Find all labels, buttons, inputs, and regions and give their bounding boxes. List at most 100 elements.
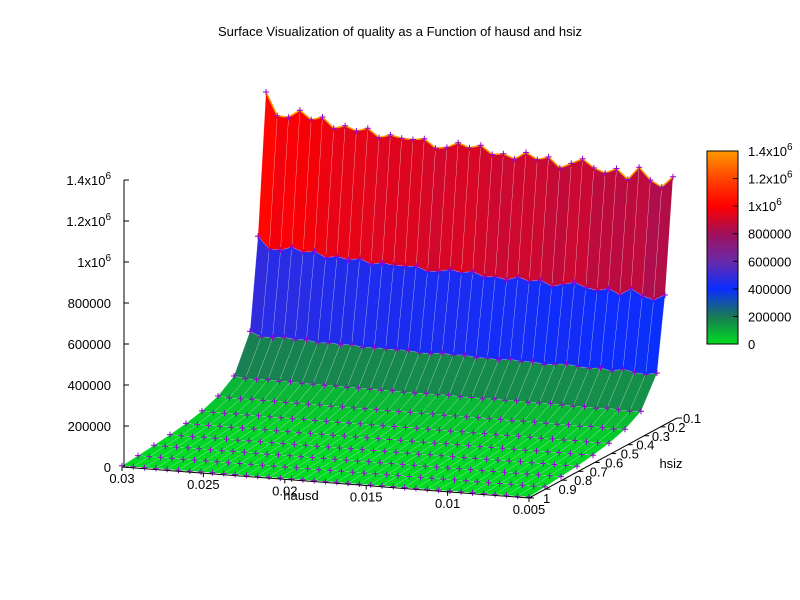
data-point-marker <box>503 276 510 283</box>
data-point-marker <box>333 479 340 486</box>
data-point-marker <box>490 468 497 475</box>
y-tick-label: 0.1 <box>683 411 701 426</box>
data-point-marker <box>497 416 504 423</box>
colorbar-tick-label: 1.4x106 <box>748 142 793 159</box>
data-point-marker <box>282 464 288 470</box>
data-point-marker <box>394 346 400 353</box>
data-point-marker <box>586 365 593 372</box>
y-tick-label: 0.5 <box>621 447 639 462</box>
data-point-marker <box>410 136 416 143</box>
data-point-marker <box>293 464 300 471</box>
data-point-marker <box>312 417 319 424</box>
data-point-marker <box>382 345 389 352</box>
z-tick-label: 600000 <box>68 337 111 352</box>
data-point-marker <box>574 363 581 370</box>
data-point-marker <box>537 277 544 284</box>
data-point-marker <box>606 440 612 447</box>
data-point-marker <box>501 469 508 476</box>
data-point-marker <box>469 489 476 496</box>
data-point-marker <box>542 420 549 427</box>
data-point-marker <box>597 365 604 371</box>
data-point-marker <box>608 367 615 374</box>
data-point-marker <box>447 266 454 273</box>
data-point-marker <box>162 443 169 450</box>
z-tick-label: 400000 <box>68 378 111 393</box>
data-point-marker <box>248 396 255 403</box>
data-point-marker <box>202 457 209 464</box>
data-point-marker <box>413 263 420 270</box>
data-point-marker <box>622 426 628 433</box>
data-point-marker <box>373 406 380 413</box>
data-point-marker <box>540 460 547 467</box>
x-tick-label: 0.025 <box>187 477 220 492</box>
data-point-marker <box>469 268 476 275</box>
data-point-marker <box>288 475 295 482</box>
data-point-marker <box>421 135 428 142</box>
data-point-marker <box>477 142 484 149</box>
data-point-marker <box>368 421 375 428</box>
data-point-marker <box>266 474 272 481</box>
data-point-marker <box>475 414 481 421</box>
data-point-marker <box>146 453 153 460</box>
z-tick-label: 800000 <box>68 296 111 311</box>
data-point-marker <box>605 285 612 292</box>
data-point-marker <box>341 433 348 439</box>
data-point-marker <box>215 393 221 399</box>
data-point-marker <box>514 493 521 500</box>
data-point-marker <box>461 352 468 359</box>
data-point-marker <box>502 397 509 404</box>
data-point-marker <box>398 135 405 142</box>
data-point-marker <box>443 440 449 447</box>
data-point-marker <box>320 455 327 462</box>
data-point-marker <box>417 474 424 481</box>
data-point-marker <box>275 451 282 458</box>
data-point-marker <box>257 438 264 445</box>
data-point-marker <box>484 355 491 362</box>
data-point-marker <box>390 262 397 269</box>
data-point-marker <box>346 420 352 426</box>
data-point-marker <box>624 176 631 183</box>
data-point-marker <box>435 268 442 275</box>
data-point-marker <box>402 424 409 431</box>
y-tick-label: 0.8 <box>574 473 592 488</box>
data-point-marker <box>571 279 578 286</box>
data-point-marker <box>255 233 261 240</box>
z-tick-label: 1.4x106 <box>66 171 111 188</box>
data-point-marker <box>164 466 171 473</box>
data-point-marker <box>642 371 649 378</box>
data-point-marker <box>558 402 565 408</box>
data-point-marker <box>196 445 203 452</box>
data-point-marker <box>411 390 418 396</box>
data-point-marker <box>205 422 212 429</box>
data-point-marker <box>523 149 529 156</box>
y-axis-line <box>528 417 678 499</box>
data-point-marker <box>510 446 517 453</box>
data-point-marker <box>314 443 320 450</box>
data-point-marker <box>268 439 275 446</box>
data-point-marker <box>424 268 431 275</box>
data-point-marker <box>452 413 459 419</box>
data-point-marker <box>325 444 332 450</box>
data-point-marker <box>381 448 388 455</box>
data-point-marker <box>270 463 277 470</box>
data-point-marker <box>590 164 597 171</box>
data-point-marker <box>264 451 271 458</box>
data-point-marker <box>378 387 384 394</box>
data-point-marker <box>440 476 447 483</box>
data-point-marker <box>412 485 419 492</box>
data-point-marker <box>670 173 676 180</box>
data-point-marker <box>354 458 361 464</box>
surface-layer <box>121 91 674 498</box>
data-point-marker <box>467 466 474 473</box>
data-point-marker <box>198 468 205 475</box>
data-point-marker <box>214 458 221 465</box>
data-point-marker <box>292 336 299 343</box>
data-point-marker <box>220 470 227 477</box>
data-point-marker <box>545 153 552 160</box>
data-point-marker <box>494 457 501 464</box>
data-point-marker <box>460 454 467 461</box>
data-point-marker <box>299 476 306 483</box>
data-point-marker <box>429 411 436 417</box>
data-point-marker <box>628 285 635 292</box>
data-point-marker <box>277 475 284 481</box>
